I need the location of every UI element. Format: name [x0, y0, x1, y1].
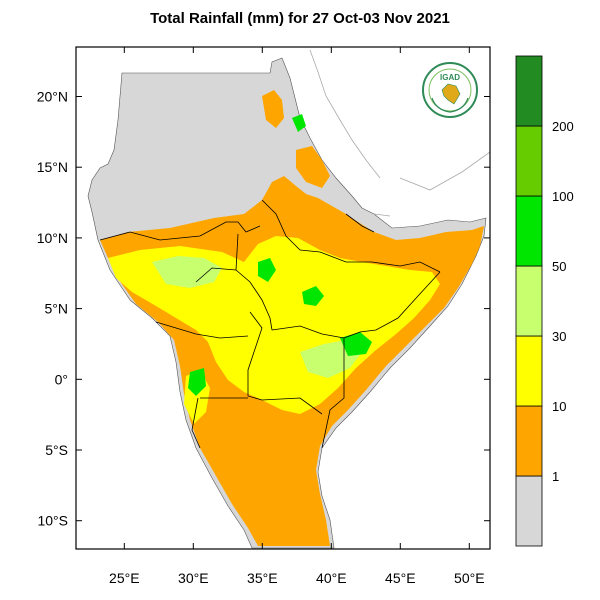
rain-50-100-mm-southsudan	[258, 258, 276, 282]
igad-logo: IGAD	[422, 62, 478, 118]
x-tick-label: 45°E	[385, 570, 416, 586]
legend-label: 50	[552, 259, 566, 274]
legend-swatch	[515, 55, 543, 127]
legend-label: 100	[552, 189, 574, 204]
x-axis: 25°E 30°E 35°E 40°E 45°E 50°E	[109, 47, 485, 586]
legend-swatch	[515, 265, 543, 337]
legend-label: 1	[552, 469, 559, 484]
rain-1-10-mm-north	[262, 90, 284, 128]
africa-emblem-icon	[441, 83, 461, 105]
legend-swatch	[515, 335, 543, 407]
rain-50-100-mm-west	[188, 368, 206, 396]
x-tick-label: 40°E	[316, 570, 347, 586]
legend-label: 30	[552, 329, 566, 344]
legend-label: 10	[552, 399, 566, 414]
x-tick-label: 50°E	[454, 570, 485, 586]
y-tick-label: 0°	[55, 371, 68, 387]
y-tick-label: 5°N	[45, 301, 69, 317]
rain-50-100-mm-ethiopia	[302, 286, 324, 306]
neighbor-coastline	[309, 49, 491, 217]
legend-colorbar: 1 10 30 50 100 200	[515, 55, 574, 547]
legend-label: 200	[552, 119, 574, 134]
rain-50-100-mm-eritrea	[292, 114, 306, 132]
map-frame	[75, 46, 491, 550]
legend-swatch	[515, 195, 543, 267]
y-axis: 20°N 15°N 10°N 5°N 0° 5°S 10°S	[37, 88, 490, 529]
y-tick-label: 15°N	[37, 159, 68, 175]
x-tick-label: 25°E	[109, 570, 140, 586]
y-tick-label: 10°S	[37, 513, 68, 529]
igad-logo-text: IGAD	[440, 73, 460, 82]
map-title: Total Rainfall (mm) for 27 Oct-03 Nov 20…	[150, 10, 450, 27]
legend-swatch	[515, 405, 543, 477]
y-tick-label: 20°N	[37, 88, 68, 104]
y-tick-label: 5°S	[45, 442, 68, 458]
rain-1-10-mm-ethiopia-north	[296, 146, 330, 188]
rain-50-100-mm-somalia	[340, 332, 372, 356]
legend-swatch	[515, 125, 543, 197]
country-borders	[99, 199, 441, 449]
x-tick-label: 30°E	[178, 570, 209, 586]
x-tick-label: 35°E	[247, 570, 278, 586]
rain-30-50-mm	[152, 256, 222, 288]
y-tick-label: 10°N	[37, 230, 68, 246]
map-area	[76, 47, 491, 549]
legend-swatch	[515, 475, 543, 547]
